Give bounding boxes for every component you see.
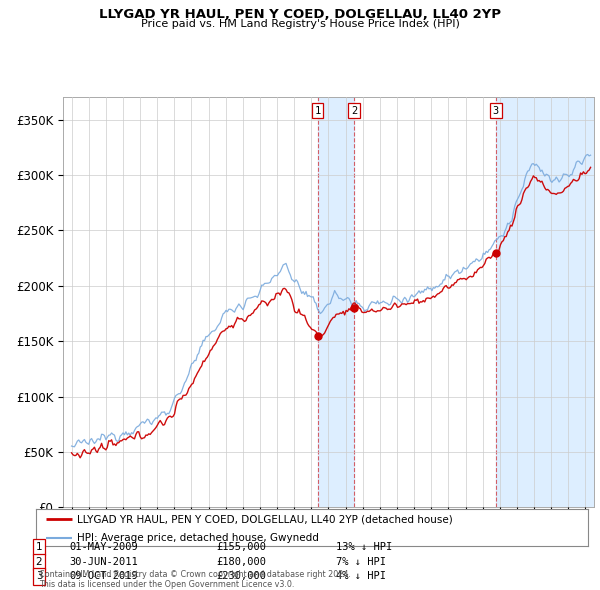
Text: HPI: Average price, detached house, Gwynedd: HPI: Average price, detached house, Gwyn… [77, 533, 319, 543]
Text: 1: 1 [314, 106, 321, 116]
Text: 1: 1 [35, 542, 43, 552]
Bar [318, 97, 354, 507]
Text: £230,000: £230,000 [216, 572, 266, 581]
Text: 01-MAY-2009: 01-MAY-2009 [69, 542, 138, 552]
Text: 09-OCT-2019: 09-OCT-2019 [69, 572, 138, 581]
Text: £155,000: £155,000 [216, 542, 266, 552]
Text: 4% ↓ HPI: 4% ↓ HPI [336, 572, 386, 581]
Text: LLYGAD YR HAUL, PEN Y COED, DOLGELLAU, LL40 2YP: LLYGAD YR HAUL, PEN Y COED, DOLGELLAU, L… [99, 8, 501, 21]
Text: Contains HM Land Registry data © Crown copyright and database right 2024.
This d: Contains HM Land Registry data © Crown c… [39, 570, 351, 589]
Text: Price paid vs. HM Land Registry's House Price Index (HPI): Price paid vs. HM Land Registry's House … [140, 19, 460, 30]
Text: 2: 2 [35, 557, 43, 566]
Text: 3: 3 [493, 106, 499, 116]
Text: £180,000: £180,000 [216, 557, 266, 566]
Bar [496, 97, 594, 507]
Text: 3: 3 [35, 572, 43, 581]
Text: LLYGAD YR HAUL, PEN Y COED, DOLGELLAU, LL40 2YP (detached house): LLYGAD YR HAUL, PEN Y COED, DOLGELLAU, L… [77, 514, 453, 524]
Text: 7% ↓ HPI: 7% ↓ HPI [336, 557, 386, 566]
Text: 2: 2 [351, 106, 358, 116]
Text: 30-JUN-2011: 30-JUN-2011 [69, 557, 138, 566]
Text: 13% ↓ HPI: 13% ↓ HPI [336, 542, 392, 552]
